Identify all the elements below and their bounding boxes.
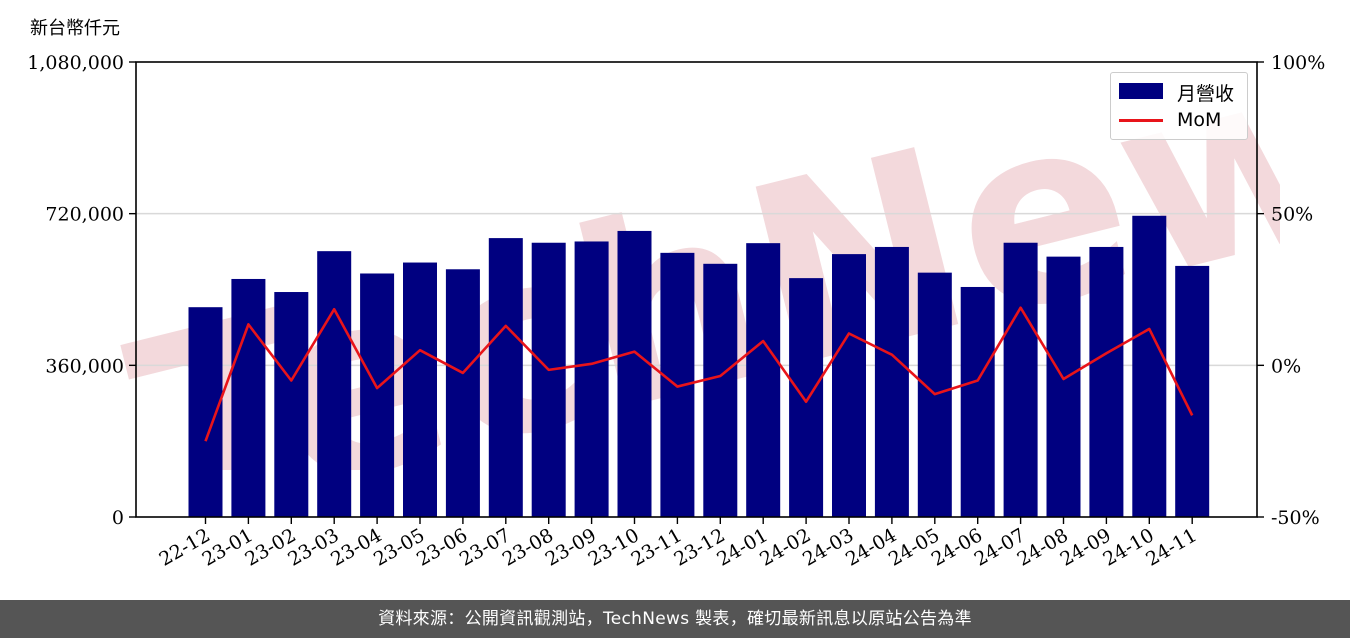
bar-24-02 xyxy=(789,278,824,517)
y-right-tick-label: 100% xyxy=(1271,52,1325,74)
y-right-tick-label: 50% xyxy=(1271,204,1313,226)
bar-24-03 xyxy=(832,254,866,517)
x-tick-label-24-11: 24-11 xyxy=(1142,524,1200,570)
legend: 月營收 MoM xyxy=(1110,72,1248,140)
bar-24-10 xyxy=(1132,215,1167,518)
bar-23-08 xyxy=(531,242,566,517)
bar-23-07 xyxy=(488,238,523,517)
y-left-tick-label: 0 xyxy=(112,507,124,529)
legend-label-mom: MoM xyxy=(1177,109,1222,131)
y-axis-unit-label: 新台幣仟元 xyxy=(30,18,120,39)
legend-swatch-line xyxy=(1119,119,1163,122)
bar-24-01 xyxy=(746,243,781,517)
bar-24-06 xyxy=(960,286,995,517)
bar-24-09 xyxy=(1089,246,1124,517)
y-left-tick-label: 1,080,000 xyxy=(27,52,124,74)
chart-canvas: 0360,000720,0001,080,000-50%0%50%100%22-… xyxy=(27,52,1325,571)
bar-23-04 xyxy=(360,273,395,517)
plot-frame xyxy=(135,61,1258,518)
mom-line xyxy=(204,306,1194,442)
y-right-tick-label: -50% xyxy=(1271,507,1320,529)
chart-area: TechNews 0360,000720,0001,080,000-50%0%5… xyxy=(27,18,1325,571)
bar-23-02 xyxy=(274,292,309,517)
legend-swatch-bar xyxy=(1119,83,1163,99)
y-left-tick-label: 720,000 xyxy=(45,204,124,226)
bar-23-10 xyxy=(617,230,652,517)
y-left-tick-label: 360,000 xyxy=(45,355,124,377)
bar-23-05 xyxy=(403,262,437,517)
bar-24-07 xyxy=(1003,242,1038,517)
bar-23-12 xyxy=(703,263,738,517)
bar-23-09 xyxy=(574,241,609,517)
bar-23-06 xyxy=(445,269,480,517)
bar-23-03 xyxy=(317,251,352,517)
y-right-tick-label: 0% xyxy=(1271,355,1301,377)
legend-label-revenue: 月營收 xyxy=(1177,83,1235,105)
bar-23-01 xyxy=(231,278,266,517)
bar-24-04 xyxy=(874,246,909,517)
source-footer: 資料來源：公開資訊觀測站，TechNews 製表，確切最新訊息以原站公告為準 xyxy=(0,600,1350,638)
bar-24-08 xyxy=(1046,256,1081,517)
